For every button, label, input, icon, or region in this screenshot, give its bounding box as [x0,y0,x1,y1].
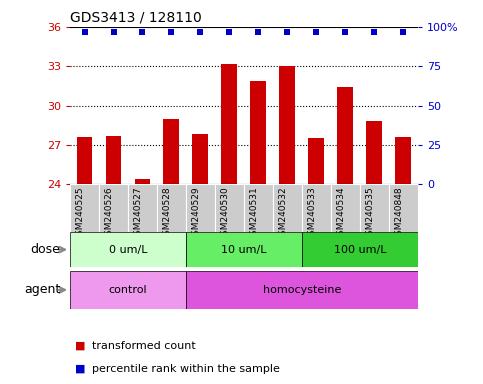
Bar [106,136,122,184]
Bar [331,184,360,232]
Text: 10 um/L: 10 um/L [221,245,267,255]
Text: control: control [109,285,147,295]
Bar [251,81,267,184]
Bar [215,184,244,232]
Text: GDS3413 / 128110: GDS3413 / 128110 [70,10,202,24]
Text: GSM240526: GSM240526 [104,187,114,242]
Bar [70,184,99,232]
Bar [186,184,215,232]
Text: homocysteine: homocysteine [263,285,341,295]
Text: transformed count: transformed count [92,341,196,351]
Bar [70,232,186,267]
Bar [186,232,302,267]
Bar [164,119,180,184]
Bar [309,138,325,184]
Text: GSM240528: GSM240528 [162,187,171,242]
Text: ■: ■ [75,341,85,351]
Bar [273,184,302,232]
Bar [135,179,151,184]
Bar [244,184,273,232]
Text: GSM240530: GSM240530 [220,187,229,242]
Bar [99,184,128,232]
Text: 100 um/L: 100 um/L [334,245,386,255]
Text: GSM240848: GSM240848 [394,187,403,242]
Bar [70,271,186,309]
Bar [389,184,418,232]
Text: GSM240527: GSM240527 [133,187,142,242]
Bar [302,232,418,267]
Text: GSM240531: GSM240531 [249,187,258,242]
Text: percentile rank within the sample: percentile rank within the sample [92,364,280,374]
Bar [367,121,383,184]
Bar [77,137,93,184]
Text: GSM240534: GSM240534 [336,187,345,242]
Bar [128,184,157,232]
Bar [222,64,238,184]
Text: agent: agent [24,283,60,296]
Text: GSM240533: GSM240533 [307,187,316,242]
Bar [360,184,389,232]
Bar [157,184,186,232]
Text: 0 um/L: 0 um/L [109,245,147,255]
Bar [396,137,412,184]
Text: GSM240525: GSM240525 [75,187,85,242]
Text: GSM240532: GSM240532 [278,187,287,242]
Bar [280,66,296,184]
Bar [338,87,354,184]
Text: ■: ■ [75,364,85,374]
Bar [302,184,331,232]
Text: dose: dose [30,243,60,256]
Text: GSM240535: GSM240535 [365,187,374,242]
Text: GSM240529: GSM240529 [191,187,200,242]
Bar [193,134,209,184]
Bar [186,271,418,309]
